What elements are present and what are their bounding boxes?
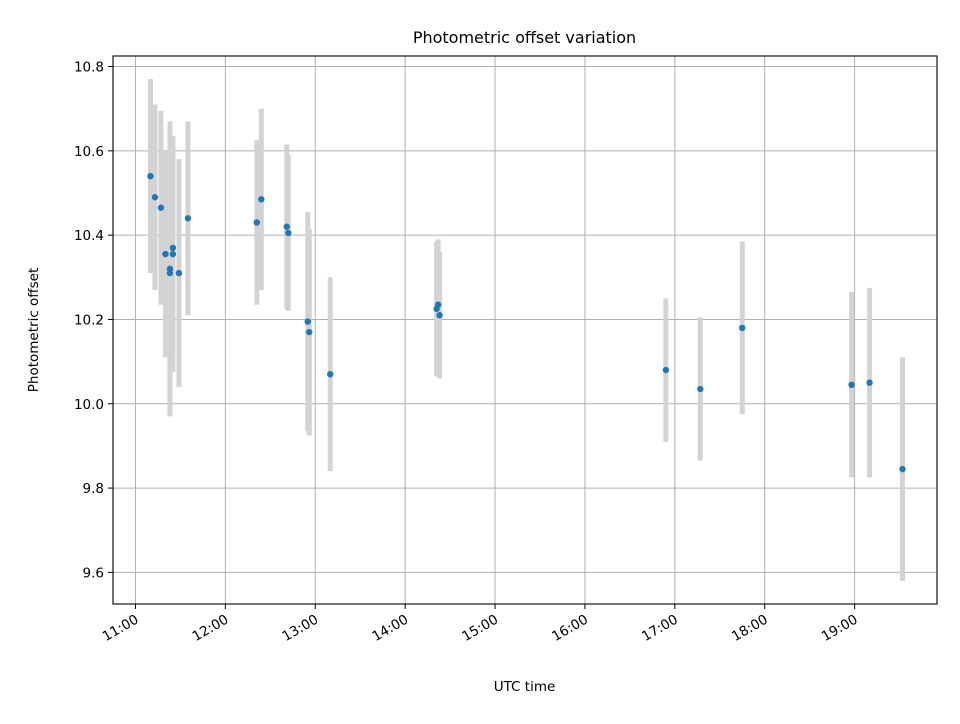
data-point: [306, 328, 313, 336]
data-point: [436, 312, 443, 319]
chart-title: Photometric offset variation: [413, 28, 636, 47]
data-point: [283, 223, 290, 230]
y-tick-label: 9.6: [83, 565, 104, 581]
x-axis-label: UTC time: [494, 679, 556, 695]
data-point: [157, 204, 165, 211]
y-tick-label: 10.8: [74, 60, 104, 76]
data-point: [147, 172, 154, 180]
data-point: [258, 196, 265, 203]
data-point: [253, 219, 261, 226]
y-tick-label: 10.0: [74, 397, 104, 413]
y-tick-label: 10.4: [74, 228, 104, 244]
data-point: [151, 194, 159, 201]
y-tick-label: 9.8: [83, 481, 104, 497]
y-axis-label: Photometric offset: [26, 268, 42, 392]
data-point: [169, 250, 177, 258]
grid: [113, 56, 937, 604]
data-point: [866, 379, 873, 386]
data-point: [285, 229, 292, 237]
plot-frame: [112, 55, 938, 605]
data-point: [327, 371, 334, 378]
data-point: [434, 301, 442, 308]
data-point: [739, 324, 746, 332]
data-points: [147, 172, 906, 473]
data-point: [304, 318, 311, 325]
data-point: [166, 265, 174, 273]
data-point: [848, 381, 855, 388]
y-tick-label: 10.2: [74, 312, 104, 328]
data-point: [162, 250, 169, 258]
data-point: [662, 366, 670, 374]
data-point: [169, 244, 177, 251]
data-point: [184, 215, 192, 222]
data-point: [175, 269, 183, 277]
data-point: [697, 385, 704, 393]
y-tick-label: 10.6: [74, 144, 104, 160]
data-point: [899, 465, 906, 473]
